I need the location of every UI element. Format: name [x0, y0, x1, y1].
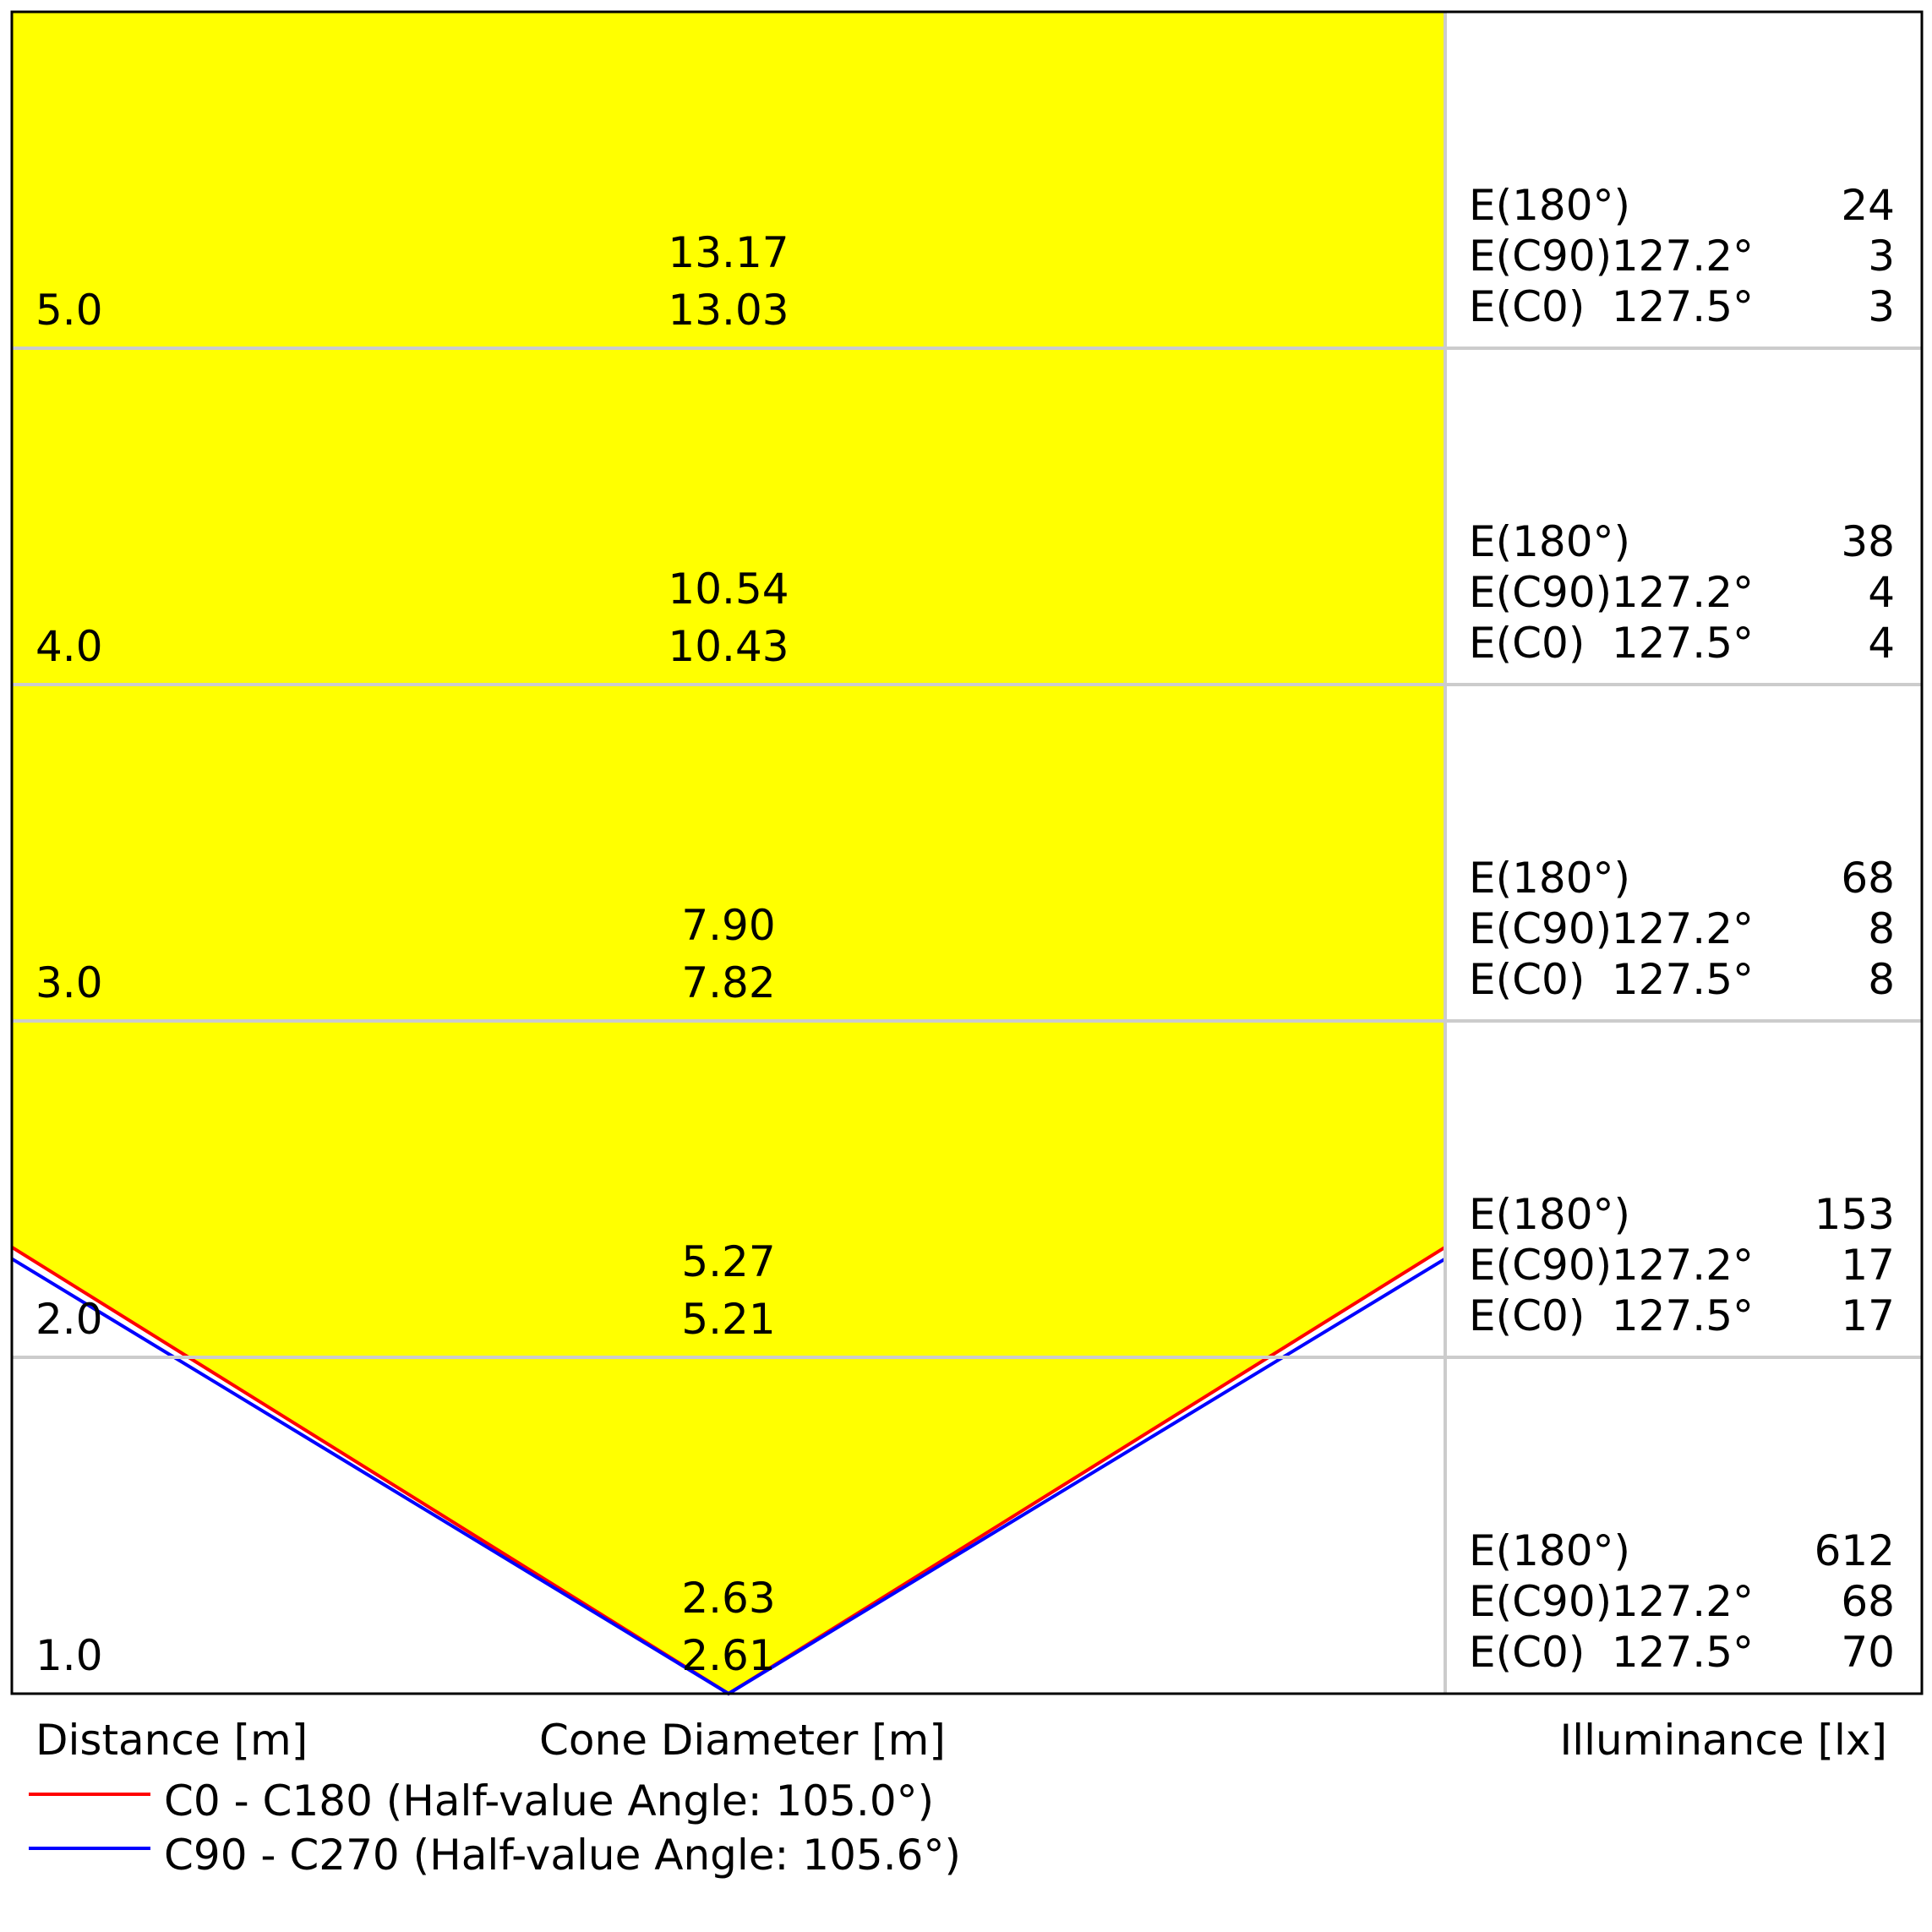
cone-area — [12, 12, 1445, 1694]
cone-diameter-c90: 7.82 — [681, 958, 775, 1007]
illuminance-label-e180: E(180°) — [1469, 1190, 1630, 1239]
illuminance-value-e180: 153 — [1815, 1190, 1895, 1239]
illuminance-angle-ec90: 127.2° — [1612, 1577, 1754, 1626]
illuminance-label-ec90: E(C90) — [1469, 1577, 1612, 1626]
illuminance-angle-ec90: 127.2° — [1612, 232, 1754, 281]
illuminance-value-ec0: 8 — [1868, 955, 1895, 1004]
illuminance-angle-ec90: 127.2° — [1612, 1241, 1754, 1290]
illuminance-value-ec0: 4 — [1868, 619, 1895, 668]
illuminance-value-e180: 68 — [1841, 854, 1895, 903]
cone-diameter-c90: 10.43 — [668, 622, 789, 671]
illuminance-value-e180: 38 — [1841, 517, 1895, 566]
illuminance-label-ec0: E(C0) — [1469, 282, 1585, 331]
chart-frame — [10, 10, 1924, 1695]
illuminance-value-ec0: 17 — [1841, 1291, 1895, 1340]
illuminance-label-ec0: E(C0) — [1469, 1628, 1585, 1677]
illuminance-value-ec90: 3 — [1868, 232, 1895, 281]
illuminance-value-e180: 612 — [1815, 1526, 1895, 1575]
cone-diameter-c0: 5.27 — [681, 1237, 775, 1286]
distance-label: 4.0 — [35, 622, 103, 671]
distance-label: 1.0 — [35, 1631, 103, 1680]
illuminance-label-ec90: E(C90) — [1469, 904, 1612, 953]
illuminance-label-ec0: E(C0) — [1469, 1291, 1585, 1340]
illuminance-angle-ec0: 127.5° — [1612, 955, 1754, 1004]
illuminance-label-e180: E(180°) — [1469, 181, 1630, 230]
legend-label-c0-c180: C0 - C180 (Half-value Angle: 105.0°) — [164, 1776, 934, 1826]
cone-fill-layer — [12, 12, 1445, 1694]
distance-label: 2.0 — [35, 1295, 103, 1344]
illuminance-label-e180: E(180°) — [1469, 517, 1630, 566]
cone-diameter-c0: 7.90 — [681, 901, 775, 950]
illuminance-value-ec90: 8 — [1868, 904, 1895, 953]
illuminance-angle-ec0: 127.5° — [1612, 282, 1754, 331]
illuminance-label-ec90: E(C90) — [1469, 232, 1612, 281]
axis-label-illuminance: Illuminance [lx] — [1560, 1716, 1887, 1765]
cone-diameter-c90: 13.03 — [668, 286, 789, 335]
cone-diameter-c90: 5.21 — [681, 1295, 775, 1344]
illuminance-label-ec0: E(C0) — [1469, 619, 1585, 668]
cone-diameter-c90: 2.61 — [681, 1631, 775, 1680]
cone-diameter-c0: 2.63 — [681, 1574, 775, 1623]
axis-label-cone-diameter: Cone Diameter [m] — [539, 1716, 946, 1765]
illuminance-value-ec0: 3 — [1868, 282, 1895, 331]
illuminance-angle-ec0: 127.5° — [1612, 1291, 1754, 1340]
illuminance-label-ec0: E(C0) — [1469, 955, 1585, 1004]
illuminance-angle-ec0: 127.5° — [1612, 619, 1754, 668]
legend-label-c90-c270: C90 - C270 (Half-value Angle: 105.6°) — [164, 1831, 961, 1880]
cone-diameter-c0: 13.17 — [668, 228, 789, 277]
illuminance-label-e180: E(180°) — [1469, 854, 1630, 903]
distance-label: 5.0 — [35, 286, 103, 335]
grid-layer — [10, 10, 1924, 1695]
illuminance-angle-ec90: 127.2° — [1612, 904, 1754, 953]
illuminance-angle-ec0: 127.5° — [1612, 1628, 1754, 1677]
illuminance-angle-ec90: 127.2° — [1612, 568, 1754, 617]
distance-label: 3.0 — [35, 958, 103, 1007]
illuminance-value-ec90: 4 — [1868, 568, 1895, 617]
illuminance-value-ec0: 70 — [1841, 1628, 1895, 1677]
illuminance-value-ec90: 17 — [1841, 1241, 1895, 1290]
axis-label-distance: Distance [m] — [35, 1716, 308, 1765]
illuminance-label-e180: E(180°) — [1469, 1526, 1630, 1575]
cone-diameter-c0: 10.54 — [668, 565, 789, 614]
illuminance-label-ec90: E(C90) — [1469, 1241, 1612, 1290]
illuminance-value-e180: 24 — [1841, 181, 1895, 230]
illuminance-label-ec90: E(C90) — [1469, 568, 1612, 617]
illuminance-value-ec90: 68 — [1841, 1577, 1895, 1626]
